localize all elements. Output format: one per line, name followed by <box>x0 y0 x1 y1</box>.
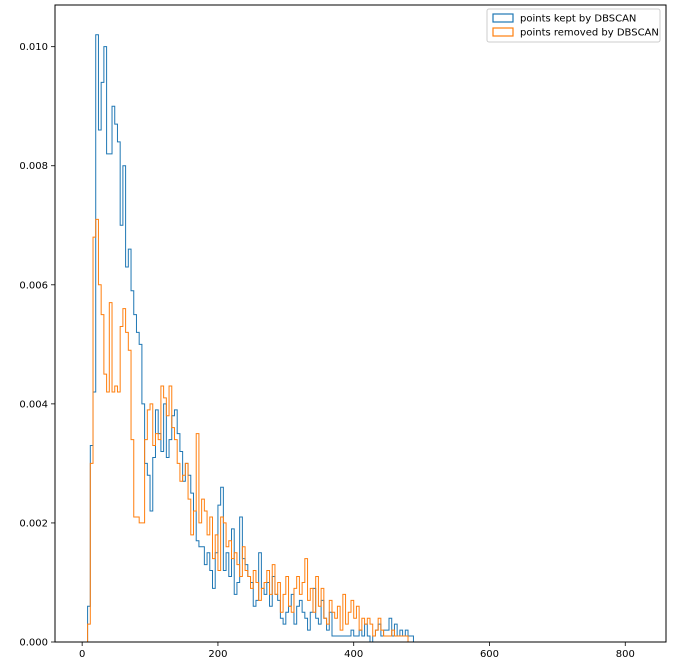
series-1-step-line <box>82 218 409 643</box>
y-tick-label: 0.004 <box>19 399 48 410</box>
x-tick-label: 200 <box>208 649 227 660</box>
y-tick-label: 0.002 <box>19 518 48 529</box>
legend: points kept by DBSCAN points removed by … <box>486 8 661 43</box>
y-axis-ticks: 0.000 0.002 0.004 0.006 0.008 0.010 <box>19 42 55 649</box>
series-0-step-line <box>87 34 414 643</box>
y-tick-label: 0.000 <box>19 638 48 649</box>
x-tick-label: 0 <box>79 649 85 660</box>
x-tick-label: 600 <box>480 649 499 660</box>
y-tick-label: 0.008 <box>19 161 48 172</box>
y-tick-label: 0.006 <box>19 280 48 291</box>
plot-frame <box>54 4 667 643</box>
series-group <box>82 34 414 643</box>
legend-label-kept: points kept by DBSCAN <box>520 14 636 25</box>
legend-box <box>486 8 661 43</box>
x-axis-ticks: 0 200 400 600 800 <box>79 642 635 660</box>
x-tick-label: 800 <box>616 649 635 660</box>
legend-label-removed: points removed by DBSCAN <box>520 28 659 39</box>
y-tick-label: 0.010 <box>19 42 48 53</box>
legend-swatch-removed <box>492 27 514 37</box>
x-tick-label: 400 <box>344 649 363 660</box>
legend-swatch-kept <box>492 13 514 23</box>
